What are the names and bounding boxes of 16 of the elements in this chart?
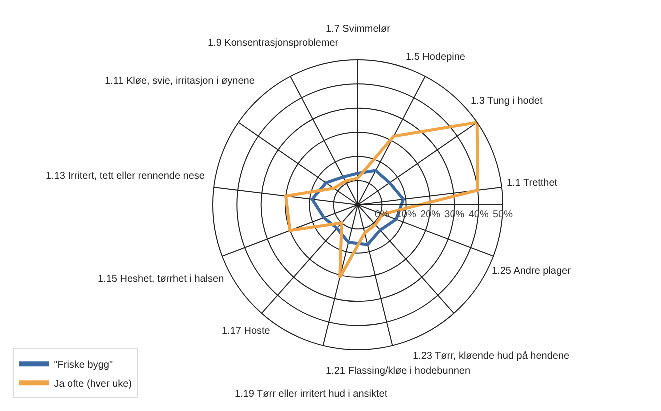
spoke-label: 1.19 Tørr eller irritert hud i ansiktet [235, 389, 388, 400]
y-tick-label: 0% [374, 210, 390, 220]
legend-label: Ja ofte (hver uke) [54, 379, 132, 390]
spoke-label: 1.23 Tørr, kløende hud på hendene [413, 350, 570, 362]
spoke-label: 1.5 Hodepine [406, 52, 466, 63]
spoke-label: 1.17 Hoste [222, 326, 271, 337]
spoke-label: 1.21 Flassing/kløe i hodebunnen [326, 366, 471, 377]
spoke-label: 1.25 Andre plager [492, 266, 572, 277]
spoke-label: 1.9 Konsentrasjonsproblemer [208, 38, 340, 49]
legend-label: "Friske bygg" [54, 360, 114, 372]
spoke-label: 1.15 Heshet, tørrhet i halsen [98, 274, 224, 285]
spoke-label: 1.11 Kløe, svie, irritasjon i øynene [105, 76, 256, 87]
spoke-label: 1.13 Irritert, tett eller rennende nese [46, 171, 206, 182]
spoke-label: 1.1 Tretthet [507, 178, 558, 189]
spoke-label: 1.3 Tung i hodet [471, 96, 543, 107]
spoke-label: 1.7 Svimmelør [326, 24, 392, 35]
